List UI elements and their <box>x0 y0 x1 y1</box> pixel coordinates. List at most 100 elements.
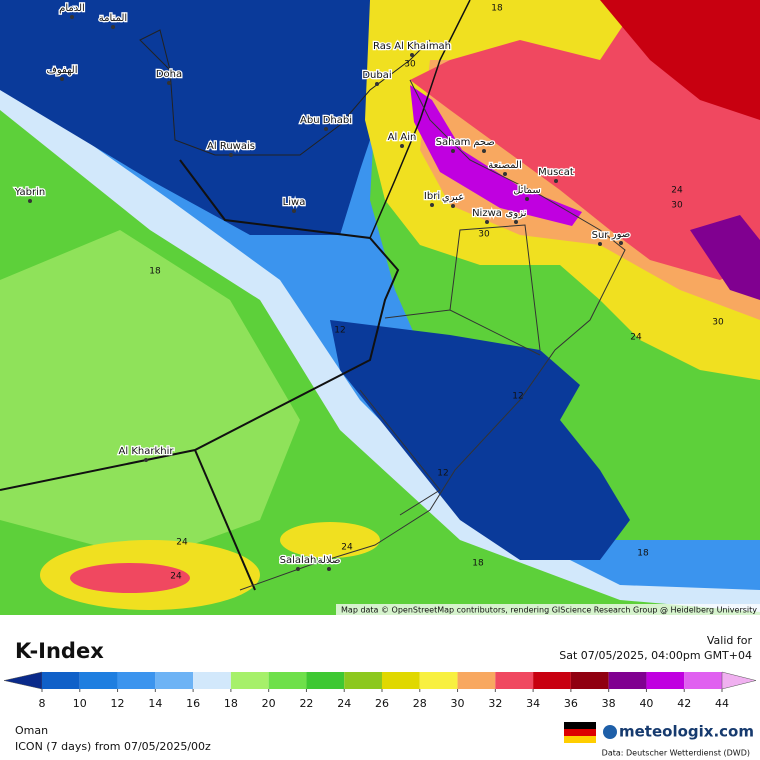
place-label: المنامة <box>99 13 127 24</box>
map-labels: الدمام المنامة الهفوف Doha Abu Dhabi Dubai Ras… <box>13 2 758 615</box>
place-dot <box>292 209 296 213</box>
place-label: Saham <box>436 137 471 148</box>
place-dot <box>619 241 623 245</box>
place-label: Salalah <box>280 555 317 566</box>
colorbar-tick-label: 20 <box>262 697 276 710</box>
colorbar-bin <box>79 672 118 689</box>
colorbar-tick-label: 26 <box>375 697 389 710</box>
colorbar-tick-label: 32 <box>488 697 502 710</box>
place-dot <box>327 567 331 571</box>
place-dot <box>451 204 455 208</box>
colorbar-tick-label: 38 <box>602 697 616 710</box>
place-dot <box>400 144 404 148</box>
place-dot <box>375 82 379 86</box>
place-dot <box>144 458 148 462</box>
place-dot <box>514 220 518 224</box>
colorbar-tick-label: 12 <box>111 697 125 710</box>
colorbar-tick-label: 44 <box>715 697 729 710</box>
colorbar-bin <box>155 672 194 689</box>
colorbar-bin <box>344 672 382 689</box>
contour-label: 12 <box>512 392 523 402</box>
colorbar-bin <box>608 672 647 689</box>
colorbar-bin <box>306 672 345 689</box>
contour-label: 30 <box>712 318 724 328</box>
contour-label: 24 <box>671 186 683 196</box>
place-dot <box>430 203 434 207</box>
colorbar-bin <box>457 672 496 689</box>
colorbar-tick-label: 42 <box>677 697 691 710</box>
colorbar-tick-label: 10 <box>73 697 87 710</box>
colorbar-tick-label: 34 <box>526 697 540 710</box>
place-label: صحم <box>473 137 495 148</box>
place-dot <box>503 172 507 176</box>
place-label: Al Ain <box>388 132 417 143</box>
contour-label: 18 <box>149 267 161 277</box>
colorbar-tick-label: 30 <box>451 697 465 710</box>
place-label: Nizwa <box>472 208 502 219</box>
colorbar-bin <box>495 672 534 689</box>
place-dot <box>410 53 414 57</box>
place-label: الهفوف <box>46 65 77 76</box>
colorbar-bin <box>230 672 269 689</box>
contour-label: 30 <box>671 201 683 211</box>
place-label: Yabrin <box>14 187 45 198</box>
colorbar-bin <box>193 672 231 689</box>
place-dot <box>167 81 171 85</box>
place-dot <box>482 149 486 153</box>
place-label: Al Ruwais <box>207 141 255 152</box>
place-dot <box>324 127 328 131</box>
place-label: المصنعة <box>488 160 521 171</box>
place-label: Al Kharkhir <box>119 446 175 457</box>
place-dot <box>296 567 300 571</box>
contour-label: 12 <box>334 326 345 336</box>
brand[interactable]: meteologix.com <box>619 723 754 741</box>
place-label: نزوى <box>506 208 527 219</box>
data-source: Data: Deutscher Wetterdienst (DWD) <box>602 749 750 758</box>
place-label: صور <box>611 229 631 240</box>
contour-label: 30 <box>404 60 416 70</box>
contour-label: 24 <box>176 538 188 548</box>
attribution: Map data © OpenStreetMap contributors, r… <box>341 606 757 615</box>
colorbar-tick-label: 16 <box>186 697 200 710</box>
place-label: سمائل <box>513 185 541 196</box>
contour-label: 24 <box>630 333 642 343</box>
contour-label: 24 <box>341 543 353 553</box>
colorbar-under <box>3 671 43 690</box>
colorbar-tick-label: 36 <box>564 697 578 710</box>
place-label: Ibri <box>424 191 440 202</box>
colorbar-bin <box>268 672 307 689</box>
colorbar-tick-label: 18 <box>224 697 238 710</box>
colorbar-bin <box>42 672 80 689</box>
place-dot <box>451 149 455 153</box>
colorbar-bin <box>117 672 156 689</box>
place-label: الدمام <box>59 3 85 14</box>
contour-label: 12 <box>437 469 448 479</box>
place-label: Dubai <box>362 70 391 81</box>
place-label: Abu Dhabi <box>300 115 352 126</box>
colorbar: 8 10 12 14 16 18 20 22 24 26 28 30 32 34 36 38 40 42 44 <box>3 671 757 710</box>
model-run: ICON (7 days) from 07/05/2025/00z <box>15 740 211 753</box>
place-dot <box>229 153 233 157</box>
map <box>0 0 760 615</box>
colorbar-bin <box>570 672 609 689</box>
flag <box>564 722 596 743</box>
colorbar-tick-label: 40 <box>639 697 653 710</box>
colorbar-tick-label: 28 <box>413 697 427 710</box>
place-label: عبري <box>442 192 464 203</box>
valid-label: Valid for <box>707 634 753 647</box>
colorbar-over <box>721 671 757 690</box>
place-label: Liwa <box>283 197 306 208</box>
colorbar-tick-label: 22 <box>299 697 313 710</box>
place-dot <box>28 199 32 203</box>
contour-label: 30 <box>478 230 490 240</box>
colorbar-bin <box>533 672 571 689</box>
logo-icon <box>603 725 617 739</box>
place-dot <box>485 220 489 224</box>
legend-title: K-Index <box>15 639 104 663</box>
contour-label: 18 <box>472 559 484 569</box>
place-label: Muscat <box>538 167 574 178</box>
colorbar-bin <box>684 672 722 689</box>
place-label: صلالة <box>318 555 341 566</box>
place-dot <box>111 25 115 29</box>
